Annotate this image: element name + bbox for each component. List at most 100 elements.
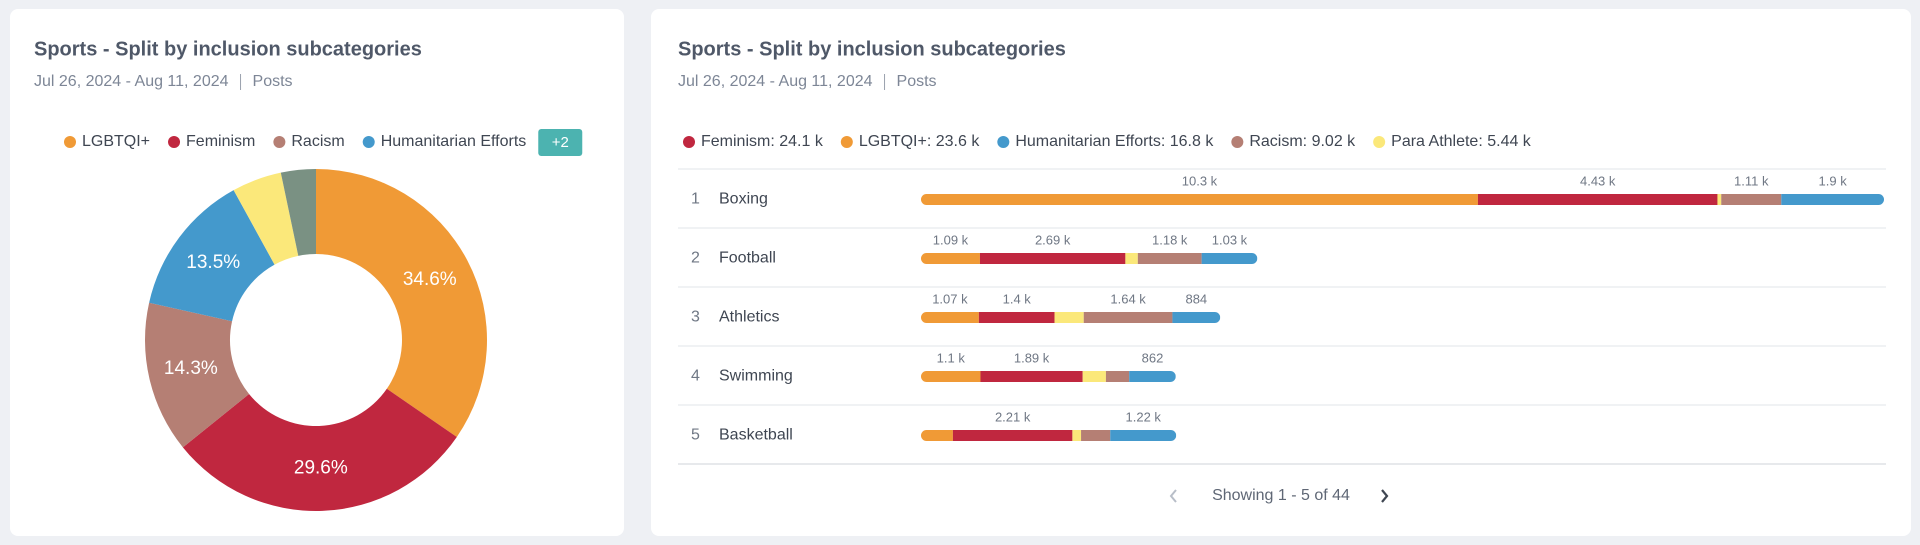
bar-row: [921, 312, 1221, 323]
rank: 3: [691, 309, 700, 326]
value-label: 1.11 k: [1734, 173, 1769, 188]
value-label: 1.64 k: [1110, 291, 1146, 306]
value-label: 1.89 k: [1014, 350, 1050, 365]
bar-segment: [1081, 430, 1111, 441]
legend-label: Racism: [291, 133, 344, 150]
value-label: 1.9 k: [1819, 173, 1848, 188]
legend-label: Humanitarian Efforts: 16.8 k: [1015, 133, 1214, 150]
legend-swatch: [1373, 136, 1386, 148]
category-label: Basketball: [719, 427, 793, 444]
legend-swatch: [168, 136, 181, 148]
bar-row: [921, 430, 1177, 441]
bar-row: [921, 253, 1258, 264]
prev-page[interactable]: [1169, 489, 1177, 503]
category-label: Football: [719, 250, 776, 267]
legend-swatch: [273, 136, 286, 148]
bar-segment: [921, 430, 953, 441]
legend-swatch: [362, 136, 375, 148]
donut-slice: [182, 388, 457, 512]
donut-slice: [316, 169, 487, 438]
more-button-bg[interactable]: [538, 129, 583, 156]
value-label: 1.07 k: [932, 291, 968, 306]
legend-label: LGBTQI+: 23.6 k: [859, 133, 981, 150]
rank: 1: [691, 191, 700, 208]
donut-slice: [149, 190, 275, 322]
bar-row: [921, 194, 1884, 205]
donut-slice: [233, 172, 299, 265]
legend-label: Feminism: 24.1 k: [701, 133, 824, 150]
rank: 4: [691, 368, 700, 385]
bar-segment: [979, 253, 1126, 264]
legend-swatch: [997, 136, 1010, 148]
bar-segment: [1477, 194, 1718, 205]
bar-segment: [921, 312, 979, 323]
legend-swatch: [1231, 136, 1244, 148]
metric: Posts: [253, 73, 293, 90]
value-label: 862: [1142, 350, 1164, 365]
bar-segment: [1125, 253, 1138, 264]
value-label: 1.18 k: [1152, 232, 1188, 247]
bar-segment: [921, 194, 1478, 205]
next-page[interactable]: [1381, 489, 1389, 503]
card-title: Sports - Split by inclusion subcategorie…: [34, 38, 422, 60]
card-title: Sports - Split by inclusion subcategorie…: [678, 38, 1066, 60]
bar-segment: [1072, 430, 1082, 441]
bar-segment: [980, 371, 1083, 382]
rank: 2: [691, 250, 700, 267]
category-label: Boxing: [719, 191, 768, 208]
value-label: 884: [1185, 291, 1207, 306]
bar-segment: [1110, 430, 1177, 441]
bar-segment: [952, 430, 1073, 441]
metric: Posts: [897, 73, 937, 90]
more-button-label[interactable]: +2: [552, 134, 569, 151]
slice-label: 14.3%: [164, 358, 218, 379]
date-range: Jul 26, 2024 - Aug 11, 2024: [34, 73, 229, 90]
legend-label: Para Athlete: 5.44 k: [1391, 133, 1532, 150]
card: [651, 9, 1911, 536]
bar-segment: [978, 312, 1055, 323]
legend-swatch: [840, 136, 853, 148]
date-range: Jul 26, 2024 - Aug 11, 2024: [678, 73, 873, 90]
bar-segment: [1082, 371, 1106, 382]
value-label: 4.43 k: [1580, 173, 1616, 188]
pagination: Showing 1 - 5 of 44: [1212, 487, 1350, 504]
legend-swatch: [64, 136, 76, 148]
legend-label: Racism: 9.02 k: [1249, 133, 1356, 150]
bar-segment: [1083, 312, 1173, 323]
bar-segment: [1137, 253, 1202, 264]
bar-segment: [921, 371, 981, 382]
value-label: 1.22 k: [1126, 409, 1162, 424]
legend-swatch: [683, 136, 695, 148]
legend-label: LGBTQI+: [82, 133, 150, 150]
value-label: 2.69 k: [1035, 232, 1071, 247]
donut-slice: [145, 302, 250, 448]
value-label: 10.3 k: [1182, 173, 1218, 188]
bar-segment: [921, 253, 980, 264]
bar-segment: [1201, 253, 1258, 264]
more-button[interactable]: +2: [538, 129, 583, 156]
slice-label: 34.6%: [403, 269, 457, 290]
value-label: 1.03 k: [1212, 232, 1248, 247]
rank: 5: [691, 427, 700, 444]
category-label: Athletics: [719, 309, 779, 326]
donut-slice: [280, 169, 316, 256]
value-label: 1.1 k: [937, 350, 966, 365]
bar-segment: [1717, 194, 1722, 205]
bar-row: [921, 371, 1176, 382]
slice-label: 13.5%: [186, 252, 240, 273]
value-label: 2.21 k: [995, 409, 1031, 424]
category-label: Swimming: [719, 368, 793, 385]
bar-segment: [1129, 371, 1176, 382]
value-label: 1.09 k: [933, 232, 969, 247]
legend-label: Humanitarian Efforts: [381, 133, 527, 150]
bar-segment: [1054, 312, 1084, 323]
bar-segment: [1781, 194, 1884, 205]
value-label: 1.4 k: [1003, 291, 1032, 306]
bar-segment: [1105, 371, 1130, 382]
bar-segment: [1721, 194, 1782, 205]
bar-segment: [1172, 312, 1221, 323]
legend-label: Feminism: [186, 133, 255, 150]
slice-label: 29.6%: [294, 457, 348, 478]
